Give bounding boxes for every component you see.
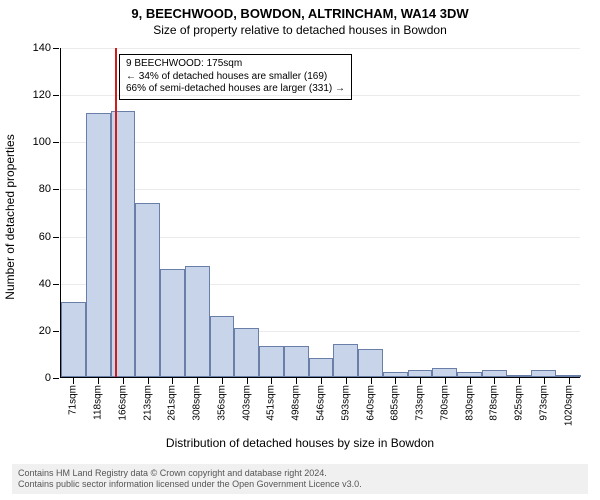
x-tick [346, 378, 347, 384]
x-tick [371, 378, 372, 384]
x-tick-label: 685sqm [390, 385, 401, 421]
annotation-line: 66% of semi-detached houses are larger (… [126, 83, 345, 96]
x-tick [544, 378, 545, 384]
y-tick-label: 40 [39, 278, 61, 290]
annotation-box: 9 BEECHWOOD: 175sqm← 34% of detached hou… [119, 54, 352, 100]
x-tick [148, 378, 149, 384]
chart-title-main: 9, BEECHWOOD, BOWDON, ALTRINCHAM, WA14 3… [0, 0, 600, 21]
histogram-bar [531, 370, 556, 377]
histogram-bar [111, 111, 136, 377]
y-tick-label: 60 [39, 231, 61, 243]
histogram-bar [86, 113, 111, 377]
histogram-bar [61, 302, 86, 377]
grid-line [61, 142, 580, 143]
x-tick-label: 830sqm [464, 385, 475, 421]
x-tick-label: 878sqm [489, 385, 500, 421]
x-tick-label: 973sqm [538, 385, 549, 421]
y-tick-label: 120 [33, 89, 61, 101]
x-axis-label: Distribution of detached houses by size … [0, 436, 600, 450]
x-tick [296, 378, 297, 384]
histogram-bar [185, 266, 210, 377]
grid-line [61, 48, 580, 49]
histogram-bar [309, 358, 334, 377]
x-tick-label: 308sqm [192, 385, 203, 421]
histogram-bar [457, 372, 482, 377]
x-tick-label: 733sqm [415, 385, 426, 421]
y-tick-label: 20 [39, 325, 61, 337]
histogram-bar [259, 346, 284, 377]
x-tick [519, 378, 520, 384]
x-tick-label: 593sqm [340, 385, 351, 421]
annotation-line: ← 34% of detached houses are smaller (16… [126, 71, 345, 84]
footer-line-1: Contains HM Land Registry data © Crown c… [18, 468, 582, 479]
x-tick [494, 378, 495, 384]
histogram-bar [234, 328, 259, 378]
footer-attribution: Contains HM Land Registry data © Crown c… [12, 464, 588, 495]
histogram-bar [160, 269, 185, 377]
x-tick-label: 498sqm [291, 385, 302, 421]
y-axis-label: Number of detached properties [3, 134, 17, 299]
x-tick-label: 546sqm [316, 385, 327, 421]
x-tick [569, 378, 570, 384]
histogram-bar [284, 346, 309, 377]
x-tick-label: 403sqm [241, 385, 252, 421]
y-tick-label: 0 [45, 372, 61, 384]
y-tick-label: 80 [39, 183, 61, 195]
y-tick-label: 140 [33, 42, 61, 54]
x-tick-label: 640sqm [365, 385, 376, 421]
x-tick [172, 378, 173, 384]
histogram-bar [482, 370, 507, 377]
x-tick-label: 71sqm [68, 385, 79, 415]
histogram-bar [507, 375, 532, 377]
x-tick [271, 378, 272, 384]
histogram-bar [135, 203, 160, 377]
x-tick [73, 378, 74, 384]
x-tick-label: 261sqm [167, 385, 178, 421]
x-tick [222, 378, 223, 384]
x-tick-label: 780sqm [439, 385, 450, 421]
histogram-bar [358, 349, 383, 377]
chart-title-sub: Size of property relative to detached ho… [0, 21, 600, 37]
annotation-line: 9 BEECHWOOD: 175sqm [126, 58, 345, 71]
x-tick-label: 1020sqm [563, 385, 574, 426]
x-tick [197, 378, 198, 384]
x-tick-label: 925sqm [514, 385, 525, 421]
x-tick [445, 378, 446, 384]
x-tick [247, 378, 248, 384]
histogram-bar [432, 368, 457, 377]
x-tick [123, 378, 124, 384]
histogram-bar [383, 372, 408, 377]
x-tick-label: 118sqm [93, 385, 104, 420]
x-tick-label: 213sqm [142, 385, 153, 421]
footer-line-2: Contains public sector information licen… [18, 479, 582, 490]
histogram-bar [408, 370, 433, 377]
grid-line [61, 189, 580, 190]
x-tick-label: 166sqm [117, 385, 128, 421]
histogram-bar [556, 375, 581, 377]
x-tick [470, 378, 471, 384]
x-tick-label: 356sqm [216, 385, 227, 421]
marker-line [115, 48, 117, 377]
grid-line [61, 95, 580, 96]
chart-container: 9, BEECHWOOD, BOWDON, ALTRINCHAM, WA14 3… [0, 0, 600, 500]
x-tick [395, 378, 396, 384]
x-tick [420, 378, 421, 384]
x-tick [321, 378, 322, 384]
x-tick-label: 451sqm [266, 385, 277, 421]
histogram-bar [333, 344, 358, 377]
x-tick [98, 378, 99, 384]
plot-area: 9 BEECHWOOD: 175sqm← 34% of detached hou… [60, 48, 580, 378]
y-tick-label: 100 [33, 136, 61, 148]
histogram-bar [210, 316, 235, 377]
